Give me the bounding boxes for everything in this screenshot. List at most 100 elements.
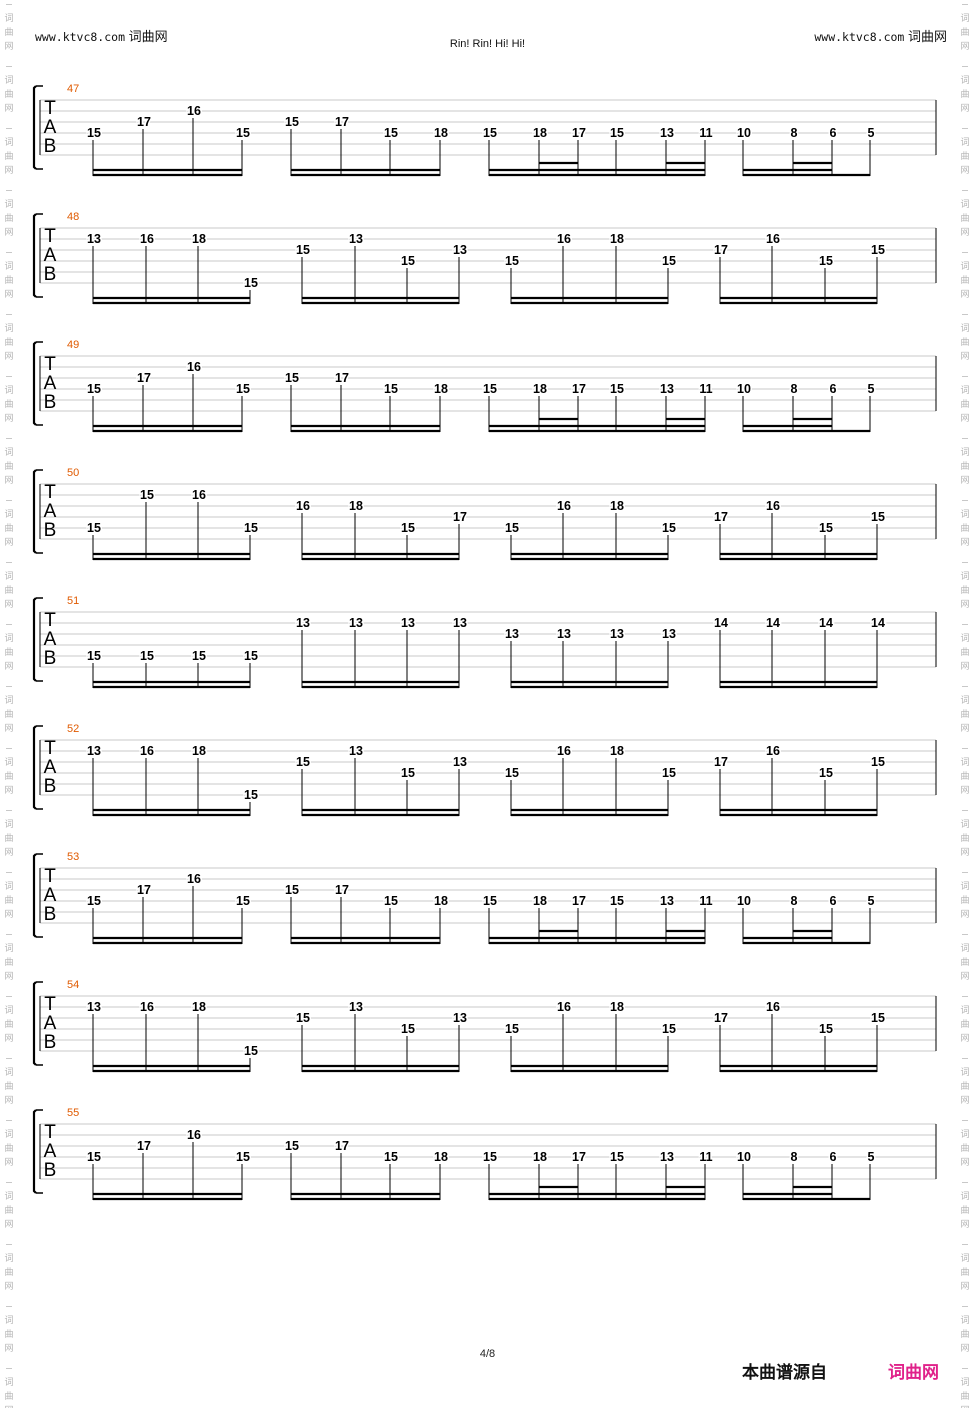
tab-bracket — [32, 213, 37, 298]
watermark-char: 网 — [960, 104, 970, 114]
fret-number: 15 — [244, 1044, 258, 1058]
measure-number: 54 — [67, 979, 79, 991]
watermark-char: 网 — [960, 662, 970, 672]
watermark-char: 曲 — [960, 28, 970, 38]
watermark-dash — [962, 314, 968, 315]
fret-number: 15 — [610, 1150, 624, 1164]
tab-clef-letter: A — [44, 245, 57, 266]
watermark-char: 网 — [958, 1404, 972, 1408]
watermark-char: 曲 — [960, 90, 970, 100]
tab-clef-letter: A — [44, 885, 57, 906]
fret-number: 15 — [236, 126, 250, 140]
watermark-char: 曲 — [4, 1268, 14, 1278]
tab-clef-letter: A — [44, 1141, 57, 1162]
fret-number: 15 — [819, 254, 833, 268]
fret-number: 15 — [244, 649, 258, 663]
watermark-char: 词 — [960, 882, 970, 892]
tab-clef-letter: B — [44, 776, 57, 797]
tab-bracket — [32, 1109, 37, 1194]
tab-clef-letter: T — [44, 226, 56, 247]
fret-number: 15 — [87, 894, 101, 908]
watermark-char: 网 — [960, 910, 970, 920]
watermark-char: 词 — [960, 1378, 970, 1388]
watermark-char: 网 — [4, 1220, 14, 1230]
watermark-char: 词 — [4, 1068, 14, 1078]
fret-number: 15 — [662, 521, 676, 535]
watermark-dash — [6, 872, 12, 873]
watermark-dash — [6, 934, 12, 935]
fret-number: 16 — [766, 232, 780, 246]
fret-number: 15 — [87, 521, 101, 535]
watermark-dash — [962, 1368, 968, 1369]
tab-clef-letter: T — [44, 866, 56, 887]
fret-number: 16 — [296, 499, 310, 513]
watermark-char: 网 — [960, 538, 970, 548]
fret-number: 17 — [714, 510, 728, 524]
watermark-char: 网 — [960, 1220, 970, 1230]
fret-number: 16 — [766, 499, 780, 513]
watermark-char: 曲 — [4, 896, 14, 906]
fret-number: 15 — [610, 382, 624, 396]
tab-clef-letter: B — [44, 1032, 57, 1053]
watermark-char: 曲 — [960, 710, 970, 720]
watermark-char: 曲 — [960, 1082, 970, 1092]
watermark-char: 曲 — [960, 648, 970, 658]
watermark-char: 网 — [960, 1158, 970, 1168]
fret-number: 15 — [285, 883, 299, 897]
fret-number: 15 — [384, 382, 398, 396]
watermark-char: 词 — [960, 200, 970, 210]
watermark-dash — [962, 1244, 968, 1245]
watermark-dash — [962, 810, 968, 811]
watermark-char: 曲 — [960, 214, 970, 224]
tab-clef-letter: A — [44, 1013, 57, 1034]
watermark-char: 词 — [4, 448, 14, 458]
tab-bracket — [32, 85, 37, 170]
watermark-dash — [962, 438, 968, 439]
fret-number: 15 — [285, 1139, 299, 1153]
fret-number: 15 — [236, 1150, 250, 1164]
fret-number: 15 — [662, 1022, 676, 1036]
fret-number: 18 — [533, 382, 547, 396]
watermark-char: 网 — [960, 724, 970, 734]
header-left-url: www.ktvc8.com — [35, 30, 126, 44]
fret-number: 18 — [434, 382, 448, 396]
watermark-dash — [962, 66, 968, 67]
watermark-char: 词 — [4, 634, 14, 644]
fret-number: 6 — [830, 382, 837, 396]
tab-clef-letter: A — [44, 757, 57, 778]
watermark-char: 网 — [960, 600, 970, 610]
watermark-char: 词 — [4, 1316, 14, 1326]
watermark-char: 网 — [960, 290, 970, 300]
watermark-char: 词 — [4, 882, 14, 892]
tab-clef-letter: T — [44, 354, 56, 375]
watermark-dash — [6, 500, 12, 501]
watermark-char: 词 — [960, 944, 970, 954]
fret-number: 16 — [766, 1000, 780, 1014]
watermark-char: 曲 — [4, 834, 14, 844]
fret-number: 15 — [483, 1150, 497, 1164]
watermark-char: 词 — [4, 1006, 14, 1016]
watermark-char: 词 — [960, 14, 970, 24]
fret-number: 15 — [87, 649, 101, 663]
header-left-site: 词曲网 — [128, 29, 168, 44]
fret-number: 16 — [187, 872, 201, 886]
watermark-char: 曲 — [4, 152, 14, 162]
fret-number: 15 — [285, 371, 299, 385]
watermark-dash — [962, 252, 968, 253]
header-right-url: www.ktvc8.com — [814, 30, 905, 44]
watermark-char: 网 — [960, 166, 970, 176]
fret-number: 13 — [349, 1000, 363, 1014]
measure-number: 47 — [67, 83, 79, 95]
fret-number: 13 — [87, 1000, 101, 1014]
fret-number: 13 — [349, 616, 363, 630]
watermark-dash — [962, 128, 968, 129]
watermark-char: 曲 — [4, 958, 14, 968]
tab-clef-letter: T — [44, 994, 56, 1015]
header-right-site: 词曲网 — [907, 29, 947, 44]
watermark-char: 网 — [960, 1096, 970, 1106]
fret-number: 8 — [791, 1150, 798, 1164]
fret-number: 17 — [453, 510, 467, 524]
fret-number: 16 — [766, 744, 780, 758]
tab-clef-letter: A — [44, 117, 57, 138]
tab-clef-letter: A — [44, 501, 57, 522]
